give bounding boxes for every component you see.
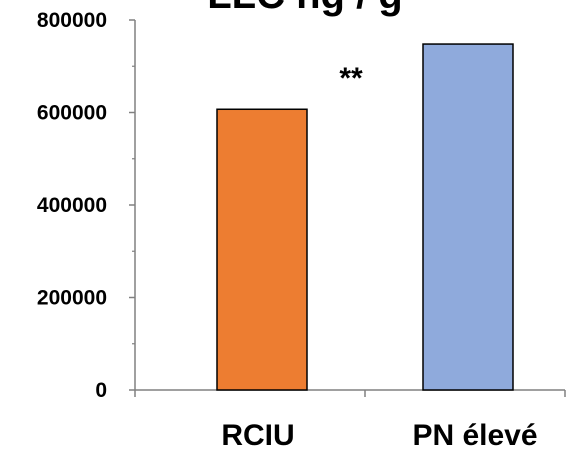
x-category-label: RCIU [221, 419, 294, 452]
chart-title: LLC ng / g [207, 0, 403, 17]
significance-annotation: ** [339, 62, 363, 95]
bars [216, 43, 514, 391]
y-tick-label: 400000 [37, 194, 107, 217]
y-tick-label: 600000 [37, 102, 107, 125]
y-tick-label: 800000 [37, 9, 107, 32]
y-tick-label: 200000 [37, 287, 107, 310]
y-axis-ticks: 0 200000 400000 600000 800000 [37, 9, 135, 402]
x-category-label: PN élevé [412, 419, 537, 452]
x-axis-labels: RCIU PN élevé [221, 419, 537, 452]
bar-rciu [216, 108, 308, 391]
y-tick-label: 0 [95, 379, 107, 402]
bar-pn-élevé [422, 43, 514, 391]
